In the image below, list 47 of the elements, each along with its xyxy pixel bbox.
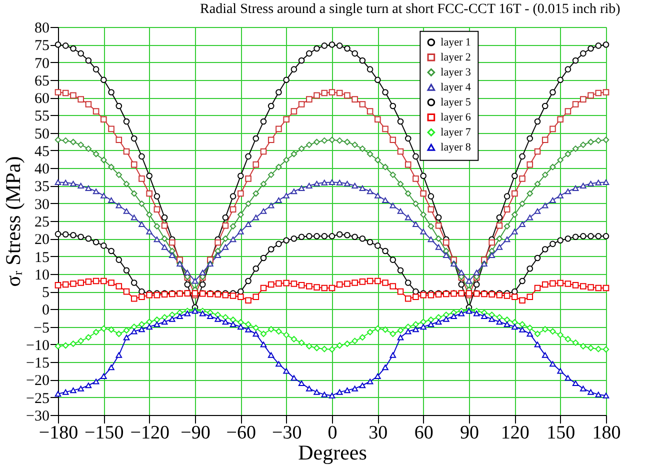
y-tick-label: 25 (34, 214, 50, 230)
y-tick-label: 30 (34, 196, 50, 213)
y-tick-label: 80 (34, 20, 50, 36)
legend-label: layer 1 (440, 36, 471, 48)
x-tick-label: −150 (84, 422, 124, 444)
x-tick-label: −60 (226, 422, 256, 444)
x-tick-label: 150 (546, 422, 576, 444)
x-tick-label: 90 (460, 422, 479, 444)
x-tick-label: 120 (500, 422, 530, 444)
legend-label: layer 7 (440, 126, 472, 138)
y-tick-label: 60 (34, 91, 50, 108)
x-tick-label: 30 (368, 422, 388, 444)
y-tick-label: 65 (34, 73, 50, 90)
y-tick-label: 0 (42, 302, 50, 319)
legend-label: layer 5 (440, 96, 472, 108)
y-tick-label: −25 (26, 390, 50, 407)
y-tick-label: 15 (34, 250, 50, 266)
x-tick-label: 60 (414, 422, 434, 444)
y-tick-label: 5 (42, 285, 50, 302)
chart-title: Radial Stress around a single turn at short FCC-CCT 16T - (0.015 inch rib) (200, 2, 621, 17)
x-tick-label: −180 (38, 422, 78, 444)
y-tick-label: 70 (34, 56, 50, 72)
y-tick-label: 75 (34, 38, 50, 54)
y-tick-label: 55 (34, 108, 50, 125)
x-tick-label: −120 (130, 422, 170, 444)
y-tick-label: −15 (26, 356, 50, 372)
y-tick-label: 20 (34, 232, 50, 248)
legend-label: layer 3 (440, 66, 472, 78)
x-tick-label: −30 (272, 422, 302, 444)
y-tick-label: 50 (34, 126, 50, 142)
y-tick-label: 40 (34, 162, 50, 178)
x-tick-label: 180 (592, 422, 621, 444)
legend-label: layer 8 (440, 141, 472, 154)
y-tick-label: −5 (34, 320, 50, 336)
y-tick-label: −10 (26, 338, 50, 354)
x-tick-label: −90 (180, 422, 210, 444)
y-tick-label: −20 (26, 373, 50, 390)
legend-label: layer 4 (440, 81, 472, 94)
legend-label: layer 2 (440, 51, 471, 64)
y-axis-title: σᵣ Stress (MPa) (1, 156, 26, 287)
y-tick-label: 35 (34, 179, 50, 196)
y-tick-label: 10 (34, 267, 50, 284)
x-tick-label: 0 (328, 422, 338, 444)
y-tick-label: −30 (26, 408, 50, 424)
legend-label: layer 6 (440, 111, 472, 124)
y-tick-label: 45 (34, 144, 50, 160)
x-axis-title: Degrees (298, 440, 367, 464)
